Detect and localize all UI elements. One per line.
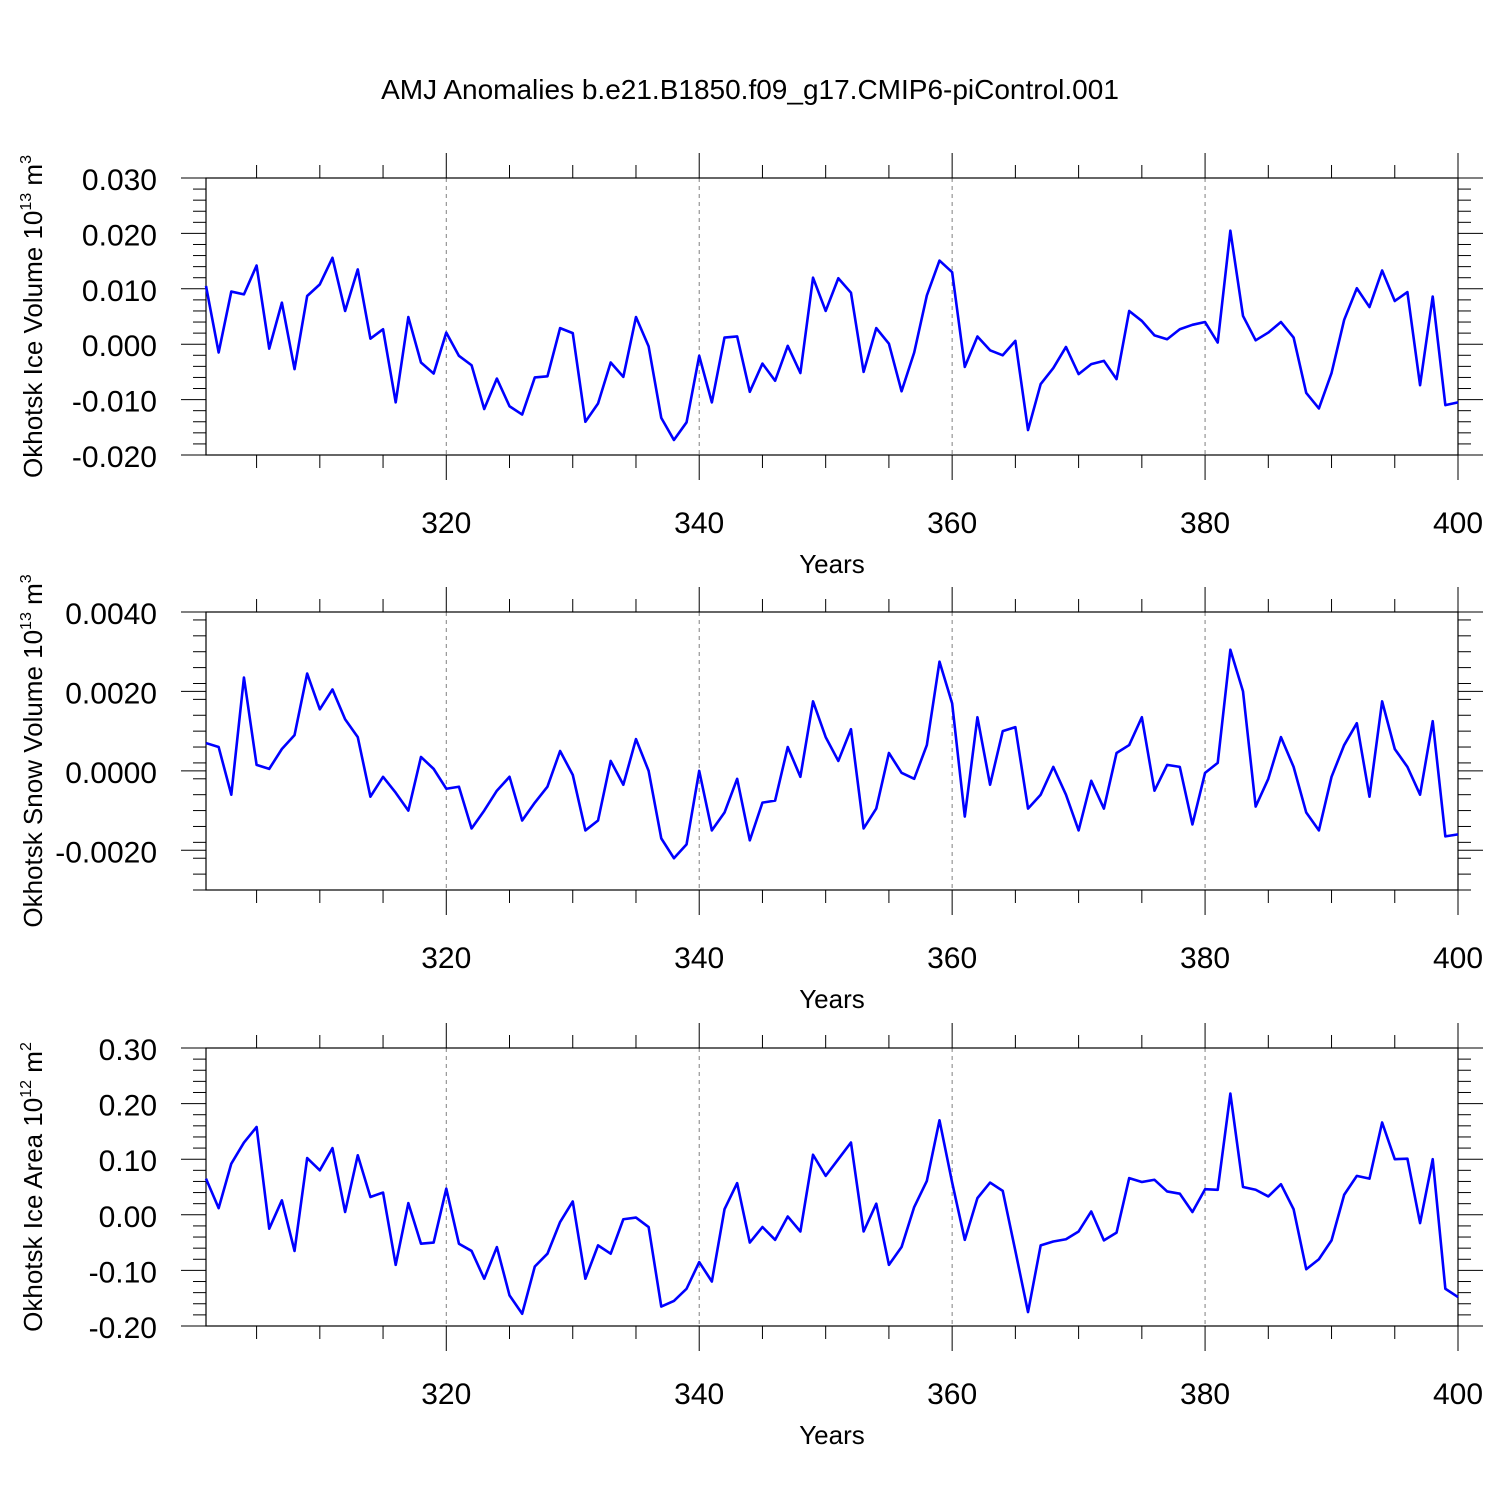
plot-frame xyxy=(205,1047,1459,1327)
x-tick-label: 360 xyxy=(927,1378,977,1411)
x-tick-label: 320 xyxy=(421,507,471,540)
y-tick-label: 0.30 xyxy=(99,1034,157,1067)
x-tick-label: 360 xyxy=(927,507,977,540)
y-tick-label: -0.010 xyxy=(72,386,157,419)
y-tick-label: 0.010 xyxy=(82,275,157,308)
figure-title: AMJ Anomalies b.e21.B1850.f09_g17.CMIP6-… xyxy=(381,74,1119,105)
plot-frame xyxy=(205,177,1459,456)
x-tick-label: 320 xyxy=(421,942,471,975)
y-tick-label: -0.020 xyxy=(72,441,157,474)
y-tick-label: 0.030 xyxy=(82,164,157,197)
series-line xyxy=(204,1092,1459,1316)
x-tick-label: 380 xyxy=(1180,1378,1230,1411)
x-tick-label: 400 xyxy=(1433,1378,1483,1411)
x-axis-label: Years xyxy=(799,1420,865,1450)
y-axis-label: Okhotsk Ice Volume 1013 m3 xyxy=(18,155,48,478)
plot-frame xyxy=(205,611,1459,891)
y-axis-label: Okhotsk Snow Volume 1013 m3 xyxy=(18,574,48,927)
series-line xyxy=(205,648,1459,860)
chart-panel-1: 0.030 0.020 0.010 0.000 -0.010 -0.020 320 340 36… xyxy=(18,153,1483,579)
x-tick-label: 380 xyxy=(1180,942,1230,975)
y-tick-label: 0.0020 xyxy=(65,677,157,710)
y-axis-label: Okhotsk Ice Area 1012 m2 xyxy=(18,1042,48,1332)
x-tick-label: 360 xyxy=(927,942,977,975)
y-tick-label: 0.0040 xyxy=(65,598,157,631)
x-tick-label: 320 xyxy=(421,1378,471,1411)
chart-panel-2: 0.0040 0.0020 0.0000 -0.0020 320 340 360 380 400… xyxy=(18,574,1483,1014)
y-tick-label: -0.10 xyxy=(89,1256,157,1289)
y-tick-label: 0.10 xyxy=(99,1145,157,1178)
chart-panel-3: 0.30 0.20 0.10 0.00 -0.10 -0.20 320 340 360 380 40… xyxy=(18,1023,1483,1450)
y-tick-label: -0.20 xyxy=(89,1312,157,1345)
y-tick-label: 0.020 xyxy=(82,219,157,252)
x-tick-label: 340 xyxy=(674,942,724,975)
series-line xyxy=(204,229,1459,442)
x-tick-label: 340 xyxy=(674,1378,724,1411)
x-tick-label: 380 xyxy=(1180,507,1230,540)
x-axis-label: Years xyxy=(799,549,865,579)
y-tick-label: 0.20 xyxy=(99,1090,157,1123)
x-axis-label: Years xyxy=(799,984,865,1014)
y-tick-label: 0.0000 xyxy=(65,757,157,790)
y-tick-label: -0.0020 xyxy=(55,836,157,869)
y-tick-label: 0.00 xyxy=(99,1201,157,1234)
x-tick-label: 340 xyxy=(674,507,724,540)
x-tick-label: 400 xyxy=(1433,942,1483,975)
y-tick-label: 0.000 xyxy=(82,330,157,363)
x-tick-label: 400 xyxy=(1433,507,1483,540)
